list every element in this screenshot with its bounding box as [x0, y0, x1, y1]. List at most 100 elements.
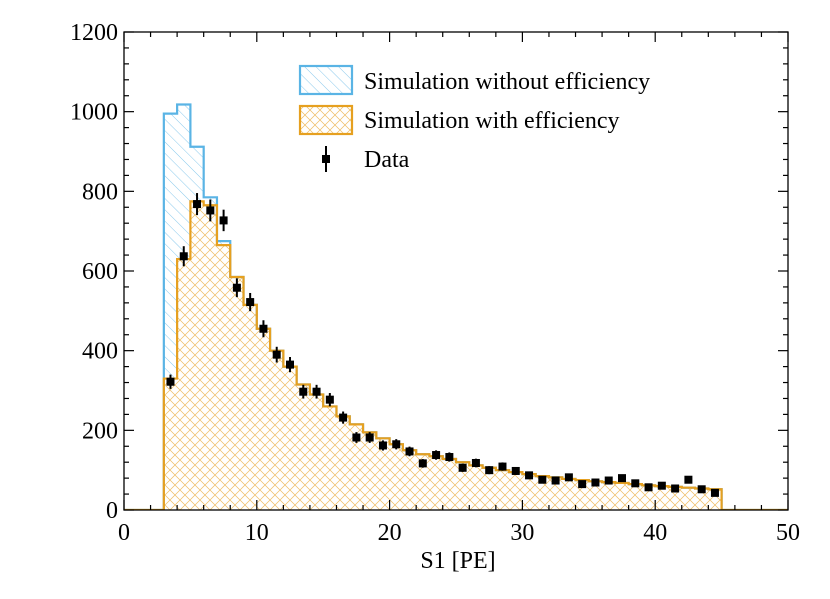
- data-point: [405, 446, 414, 457]
- legend-entry-sim-no-eff: Simulation without efficiency: [298, 64, 650, 96]
- data-point: [272, 346, 281, 363]
- data-marker: [485, 466, 494, 475]
- data-point: [312, 384, 321, 399]
- x-tick-label: 20: [378, 520, 402, 546]
- x-axis-label: S1 [PE]: [420, 548, 495, 574]
- data-marker: [432, 451, 441, 460]
- data-marker: [538, 475, 547, 484]
- data-marker: [671, 484, 680, 493]
- legend-entry-data: Data: [322, 146, 410, 173]
- data-marker: [710, 488, 719, 497]
- data-marker: [286, 360, 294, 369]
- data-point: [511, 466, 520, 475]
- legend-swatch-sim-eff: [298, 104, 354, 136]
- data-marker: [299, 387, 308, 396]
- data-marker: [644, 483, 653, 492]
- data-marker: [471, 458, 480, 467]
- data-point: [657, 481, 666, 490]
- legend-swatch-sim-no-eff: [298, 64, 354, 96]
- data-points-layer: [166, 193, 719, 497]
- data-point: [445, 452, 454, 462]
- y-tick-label: 0: [106, 498, 118, 524]
- data-marker: [179, 252, 188, 261]
- data-marker: [657, 481, 666, 490]
- data-marker: [325, 395, 334, 404]
- data-point: [219, 209, 228, 232]
- data-point: [578, 480, 587, 489]
- y-tick-label: 1000: [70, 100, 118, 126]
- x-tick-label: 10: [245, 520, 269, 546]
- data-marker: [445, 453, 454, 462]
- data-marker: [312, 387, 321, 396]
- data-point: [471, 458, 480, 468]
- data-point: [193, 193, 202, 216]
- legend: Simulation without efficiency Simulation …: [298, 64, 650, 173]
- data-point: [671, 484, 680, 493]
- data-point: [618, 474, 626, 483]
- data-marker: [564, 473, 573, 482]
- axes: 0 10 20 30 40 50 0 200 400 600 800 1000 1200 S1 [PE]: [70, 20, 800, 574]
- data-marker: [352, 433, 361, 442]
- data-point: [684, 475, 693, 484]
- data-marker: [392, 440, 401, 449]
- y-tick-label: 800: [82, 179, 118, 205]
- data-marker: [618, 474, 626, 483]
- data-marker: [246, 298, 255, 307]
- y-tick-label: 1200: [70, 20, 118, 46]
- data-point: [286, 356, 294, 373]
- legend-label-sim-no-eff: Simulation without efficiency: [364, 69, 650, 95]
- data-marker: [604, 476, 613, 485]
- data-marker: [232, 283, 241, 292]
- data-point: [378, 440, 387, 451]
- data-marker: [365, 433, 374, 442]
- y-tick-label: 400: [82, 339, 118, 365]
- data-point: [538, 475, 547, 484]
- data-point: [179, 246, 188, 267]
- data-marker: [219, 216, 228, 225]
- x-tick-label: 50: [776, 520, 800, 546]
- data-marker: [697, 485, 706, 494]
- data-point: [604, 476, 613, 485]
- data-point: [418, 459, 427, 468]
- data-marker: [591, 478, 600, 487]
- data-marker: [193, 200, 202, 209]
- x-tick-label: 40: [643, 520, 667, 546]
- data-marker: [498, 462, 507, 471]
- data-marker: [578, 480, 587, 489]
- data-point: [564, 473, 573, 482]
- legend-label-data: Data: [364, 147, 410, 173]
- legend-entry-sim-eff: Simulation with efficiency: [298, 104, 620, 136]
- data-point: [525, 471, 534, 480]
- data-marker: [339, 413, 348, 422]
- data-marker: [378, 441, 387, 450]
- data-point: [591, 478, 600, 487]
- data-point: [458, 463, 467, 472]
- data-marker: [631, 479, 640, 488]
- data-point: [631, 479, 640, 488]
- data-marker: [206, 206, 215, 215]
- data-marker: [458, 463, 467, 472]
- data-point: [299, 384, 308, 399]
- data-point: [551, 476, 560, 485]
- data-marker: [259, 324, 268, 333]
- data-marker: [525, 471, 534, 480]
- x-tick-label: 30: [510, 520, 534, 546]
- data-marker: [418, 459, 427, 468]
- data-marker: [166, 377, 175, 386]
- y-tick-label: 200: [82, 418, 118, 444]
- data-point: [392, 439, 401, 450]
- sim-eff-fill: [163, 201, 722, 510]
- data-point: [365, 432, 374, 443]
- data-point: [259, 320, 268, 338]
- y-tick-label: 600: [82, 259, 118, 285]
- data-marker: [684, 475, 693, 484]
- data-point: [644, 483, 653, 492]
- data-marker: [272, 350, 281, 359]
- data-point: [206, 199, 215, 222]
- data-point: [485, 466, 494, 475]
- data-point: [325, 393, 334, 407]
- data-point: [339, 411, 348, 424]
- legend-data-marker: [322, 155, 330, 163]
- data-marker: [551, 476, 560, 485]
